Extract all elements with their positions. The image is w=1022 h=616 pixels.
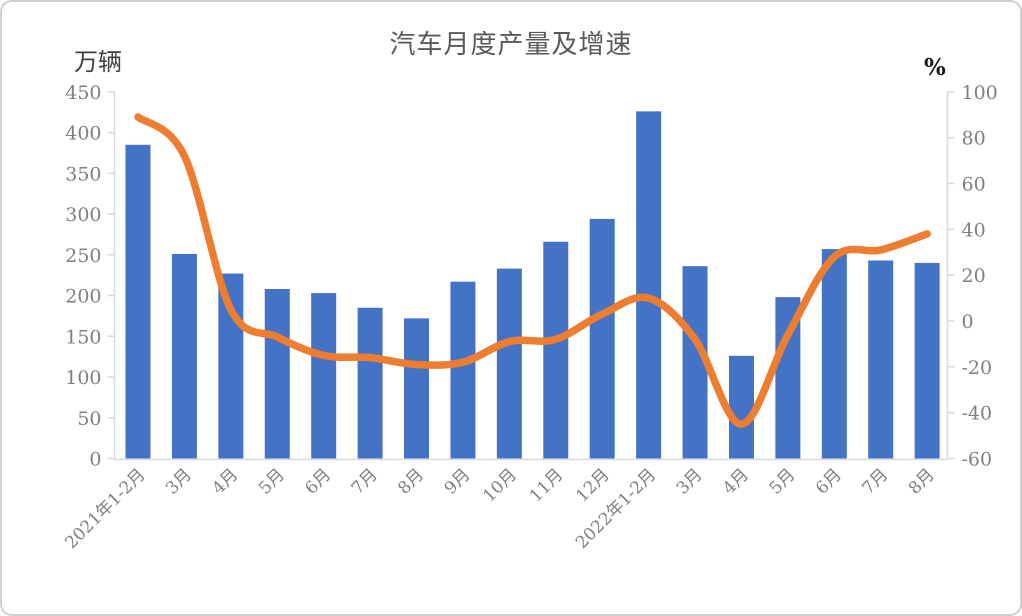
production-bar xyxy=(636,111,662,459)
x-axis-category-label: 9月 xyxy=(441,465,475,499)
x-axis-category-label: 6月 xyxy=(301,465,335,499)
right-axis-tick-label: 100 xyxy=(962,82,998,104)
right-axis-tick-label: 0 xyxy=(962,311,974,333)
production-bar xyxy=(589,218,615,459)
production-bar xyxy=(357,307,383,459)
production-bar xyxy=(264,289,290,459)
left-axis-tick-label: 50 xyxy=(77,408,101,430)
left-axis-unit-label: 万辆 xyxy=(74,48,122,76)
x-axis-category-label: 5月 xyxy=(766,465,800,499)
production-bar xyxy=(450,281,476,459)
right-axis-tick-label: 60 xyxy=(962,173,986,195)
x-axis-category-label: 7月 xyxy=(858,465,892,499)
production-bar xyxy=(125,144,151,459)
right-axis-tick-label: -40 xyxy=(962,403,993,425)
production-bar xyxy=(543,241,569,459)
right-axis-tick-label: 80 xyxy=(962,128,986,150)
production-bar xyxy=(914,262,940,459)
left-axis-tick-label: 0 xyxy=(89,449,101,471)
right-axis-unit-label: % xyxy=(924,54,946,81)
x-axis-category-label: 4月 xyxy=(719,465,753,499)
x-axis-category-label: 7月 xyxy=(348,465,382,499)
left-axis-tick-label: 200 xyxy=(65,286,101,308)
production-bar xyxy=(404,318,430,459)
x-axis-category-label: 6月 xyxy=(812,465,846,499)
production-bar xyxy=(171,253,197,459)
left-axis-tick-label: 350 xyxy=(65,163,101,185)
x-axis-category-label: 3月 xyxy=(162,465,196,499)
production-bar xyxy=(496,268,522,459)
right-axis-tick-label: -60 xyxy=(962,449,993,471)
chart-title: 汽车月度产量及增速 xyxy=(389,30,633,60)
x-axis-category-label: 3月 xyxy=(673,465,707,499)
x-axis-category-label: 10月 xyxy=(479,465,520,506)
left-axis-tick-label: 450 xyxy=(65,82,101,104)
production-bar xyxy=(728,355,754,459)
right-axis-tick-label: 20 xyxy=(962,265,986,287)
x-axis-category-label: 2021年1-2月 xyxy=(61,465,149,553)
left-axis-tick-label: 400 xyxy=(65,123,101,145)
left-axis-tick-label: 250 xyxy=(65,245,101,267)
left-axis-tick-label: 150 xyxy=(65,326,101,348)
right-axis-tick-label: 40 xyxy=(962,219,986,241)
x-axis-category-label: 4月 xyxy=(209,465,243,499)
left-axis-tick-label: 300 xyxy=(65,204,101,226)
production-bar xyxy=(868,260,894,459)
x-axis-category-label: 12月 xyxy=(572,465,613,506)
right-axis-tick-label: -20 xyxy=(962,357,993,379)
x-axis-category-label: 11月 xyxy=(526,465,567,506)
growth-rate-line xyxy=(134,113,931,428)
x-axis-category-label: 8月 xyxy=(905,465,939,499)
x-axis-category-label: 8月 xyxy=(394,465,428,499)
x-axis-category-label: 5月 xyxy=(255,465,289,499)
left-axis-tick-label: 100 xyxy=(65,367,101,389)
production-bar xyxy=(311,293,337,459)
production-bar xyxy=(821,249,847,459)
